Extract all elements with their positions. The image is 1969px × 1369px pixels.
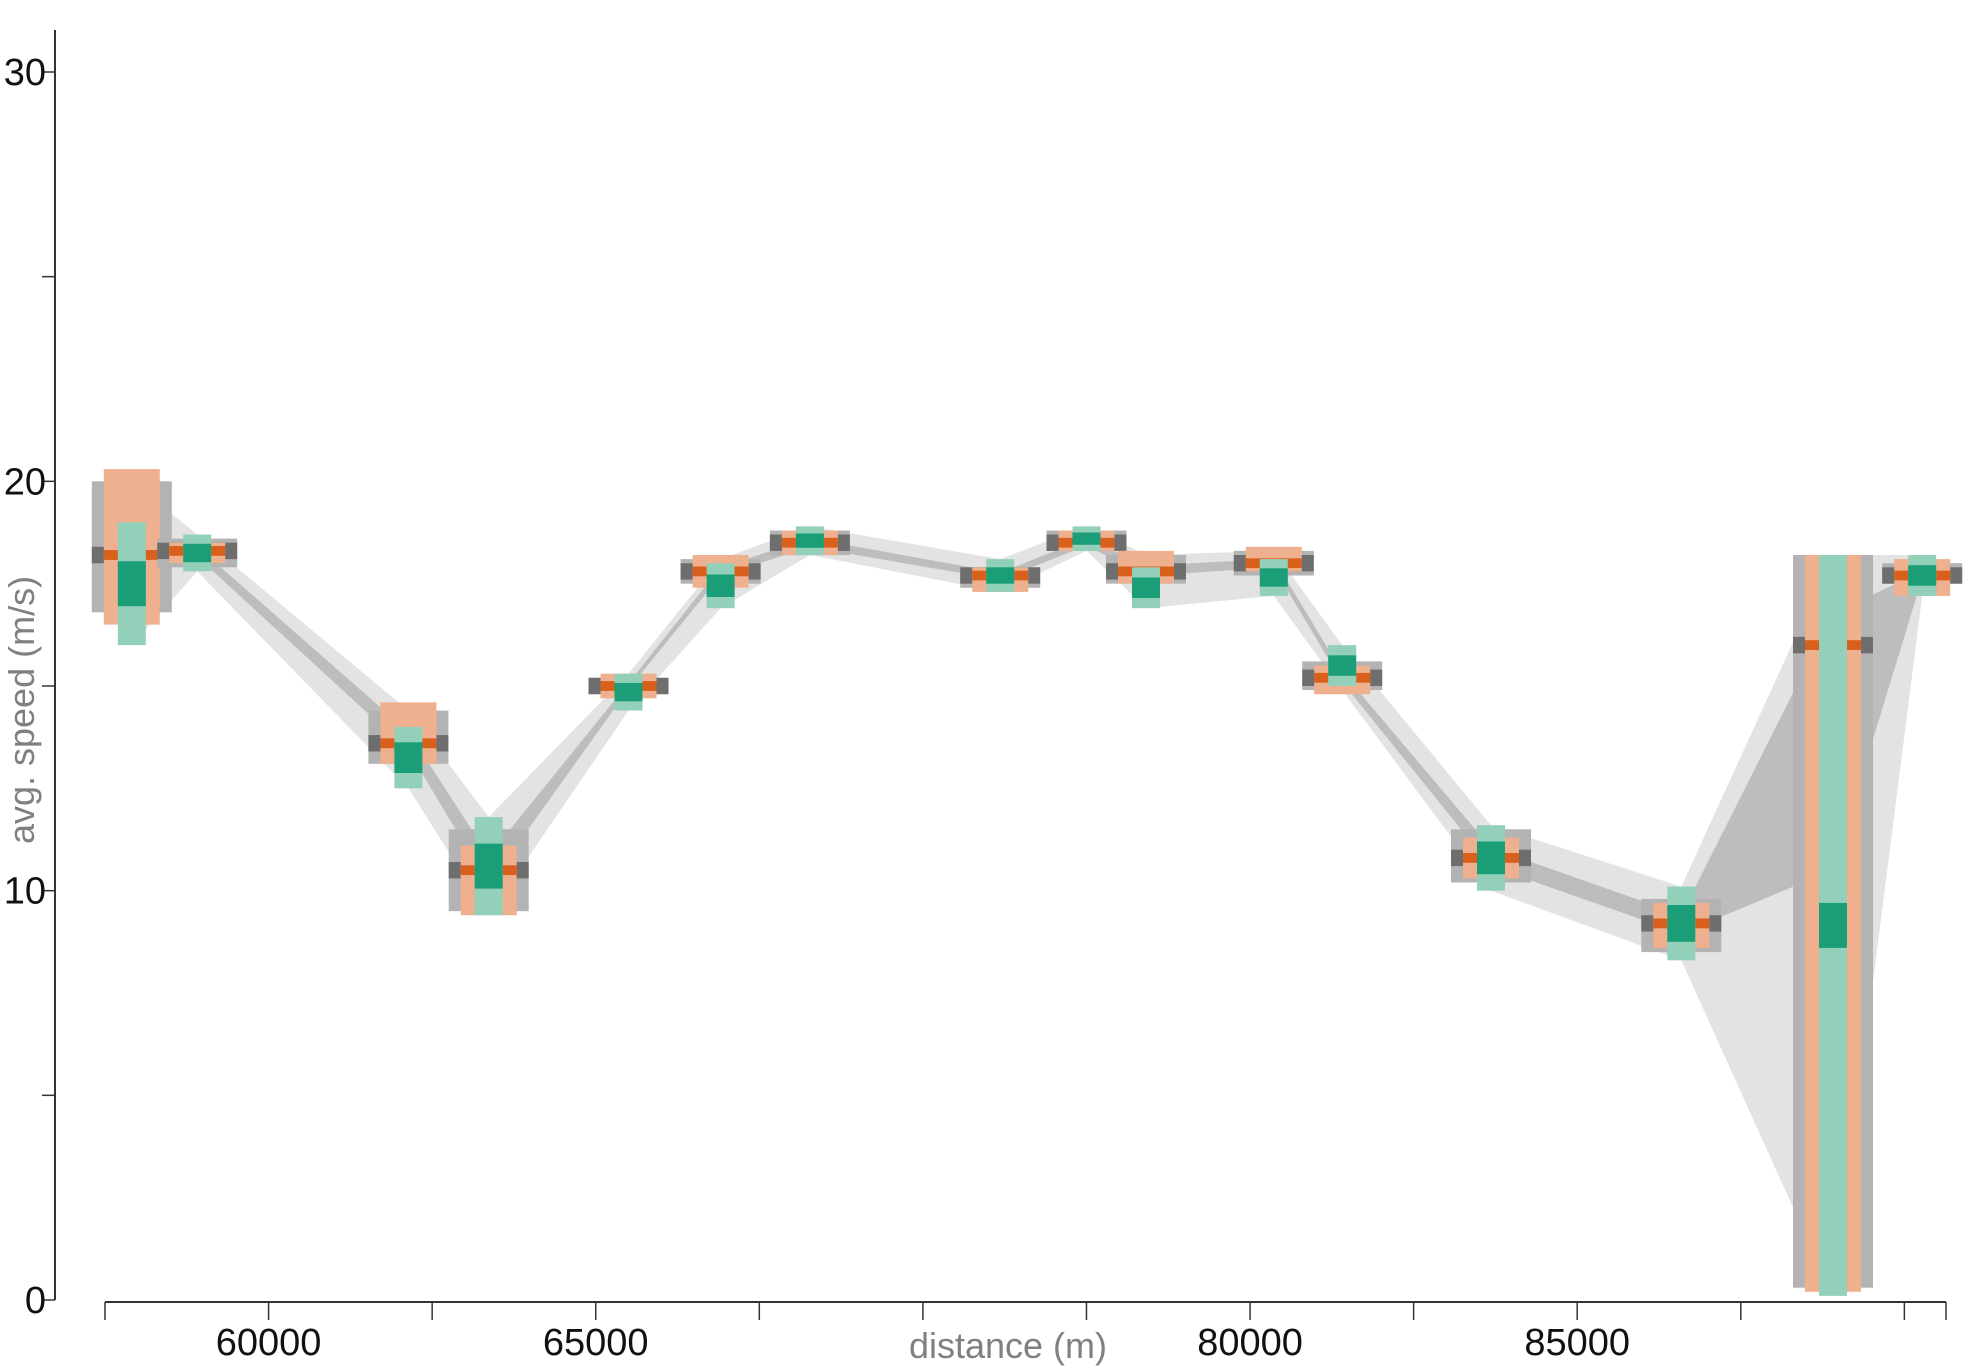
x-ticks: 60000 65000 80000 85000 — [104, 1302, 1947, 1364]
y-tick-label: 30 — [4, 52, 46, 94]
data-point — [1451, 825, 1531, 891]
green-median — [183, 543, 212, 563]
y-ticks: 0 10 20 30 — [4, 52, 55, 1322]
green-median — [394, 742, 423, 773]
confidence-bands — [131, 481, 1923, 1296]
data-point — [368, 702, 449, 789]
green-median — [1667, 905, 1696, 942]
data-point — [1106, 550, 1186, 609]
data-point — [588, 673, 669, 711]
green-median — [1072, 532, 1101, 545]
x-tick-label: 85000 — [1524, 1322, 1630, 1364]
y-tick-label: 20 — [4, 461, 46, 503]
green-median — [614, 682, 643, 702]
data-point — [769, 526, 850, 556]
data-point — [1233, 546, 1314, 596]
x-tick-label: 65000 — [543, 1322, 649, 1364]
green-median — [706, 574, 735, 597]
data-point — [448, 817, 529, 916]
green-median — [986, 567, 1015, 584]
green-median — [1132, 577, 1160, 598]
data-point — [91, 469, 172, 646]
y-axis-title: avg. speed (m/s) — [1, 576, 42, 844]
green-median — [1259, 568, 1288, 587]
green-median — [1819, 902, 1847, 948]
axes: 0 10 20 30 60000 65000 80000 85000 — [4, 30, 1947, 1364]
green-median — [117, 561, 146, 607]
data-point — [680, 555, 761, 609]
data-point — [157, 534, 238, 572]
y-tick-label: 10 — [4, 871, 46, 913]
green-median — [1908, 565, 1937, 586]
data-point — [960, 559, 1041, 592]
data-point — [1882, 555, 1963, 596]
data-point — [1793, 555, 1873, 1296]
interval-boxes — [91, 469, 1963, 1296]
data-point — [1302, 645, 1383, 695]
x-tick-label: 60000 — [216, 1322, 322, 1364]
green-median — [474, 843, 503, 889]
x-axis-title: distance (m) — [909, 1325, 1107, 1366]
outer-band — [131, 481, 1923, 1296]
x-tick-label: 80000 — [1197, 1322, 1303, 1364]
green-median — [1328, 655, 1357, 676]
green-median — [1477, 841, 1505, 875]
y-tick-label: 0 — [25, 1280, 46, 1322]
green-median — [795, 533, 824, 548]
data-point — [1641, 886, 1722, 961]
data-point — [1046, 526, 1127, 551]
